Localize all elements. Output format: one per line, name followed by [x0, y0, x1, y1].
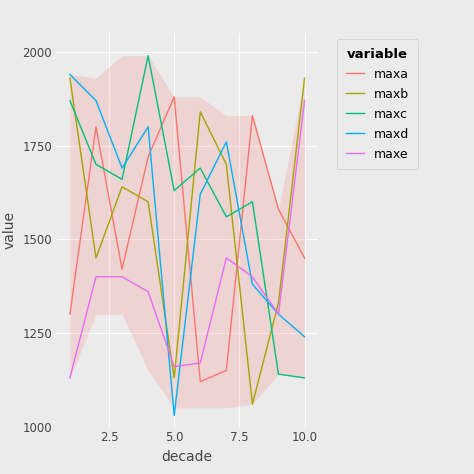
maxd [119, 165, 125, 171]
maxc [301, 375, 307, 381]
maxc [119, 176, 125, 182]
maxe [67, 375, 73, 381]
maxb [198, 109, 203, 115]
maxc [250, 199, 255, 205]
maxa [146, 154, 151, 160]
maxb [301, 75, 307, 81]
maxd [250, 282, 255, 287]
maxd [146, 124, 151, 130]
maxe [224, 255, 229, 261]
maxe [172, 364, 177, 370]
Y-axis label: value: value [3, 211, 17, 249]
X-axis label: decade: decade [162, 450, 213, 464]
Line: maxd: maxd [70, 74, 304, 415]
maxc [172, 188, 177, 193]
maxc [93, 162, 99, 167]
Line: maxe: maxe [70, 100, 304, 378]
maxb [146, 199, 151, 205]
Legend: maxa, maxb, maxc, maxd, maxe: maxa, maxb, maxc, maxd, maxe [337, 39, 419, 169]
Line: maxa: maxa [70, 97, 304, 382]
maxe [198, 360, 203, 366]
maxa [224, 367, 229, 373]
Line: maxc: maxc [70, 55, 304, 378]
maxa [301, 255, 307, 261]
maxd [93, 98, 99, 103]
maxd [172, 412, 177, 418]
maxe [276, 311, 282, 317]
maxe [119, 274, 125, 280]
maxb [250, 401, 255, 407]
Line: maxb: maxb [70, 78, 304, 404]
maxc [276, 371, 282, 377]
maxe [146, 289, 151, 294]
maxc [67, 98, 73, 103]
maxa [276, 207, 282, 212]
maxd [67, 72, 73, 77]
maxe [301, 98, 307, 103]
maxb [119, 184, 125, 190]
maxc [224, 214, 229, 219]
maxc [198, 165, 203, 171]
maxa [198, 379, 203, 384]
maxd [301, 334, 307, 339]
maxb [93, 255, 99, 261]
maxb [67, 75, 73, 81]
maxd [224, 139, 229, 145]
maxe [93, 274, 99, 280]
maxc [146, 53, 151, 58]
maxd [198, 191, 203, 197]
maxb [224, 162, 229, 167]
maxa [172, 94, 177, 100]
maxa [250, 113, 255, 118]
maxa [67, 311, 73, 317]
maxb [172, 375, 177, 381]
maxd [276, 311, 282, 317]
maxe [250, 274, 255, 280]
maxa [93, 124, 99, 130]
maxa [119, 266, 125, 272]
maxb [276, 300, 282, 306]
